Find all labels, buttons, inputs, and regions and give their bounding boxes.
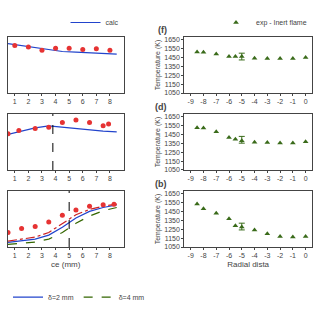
svg-text:8: 8 [108, 98, 112, 105]
svg-text:4: 4 [54, 252, 58, 259]
svg-text:1350: 1350 [164, 217, 180, 224]
svg-text:1650: 1650 [164, 190, 180, 197]
svg-text:-4: -4 [251, 98, 257, 105]
svg-text:1250: 1250 [164, 226, 180, 233]
svg-text:calc: calc [106, 19, 119, 26]
svg-text:4: 4 [54, 98, 58, 105]
svg-text:1250: 1250 [164, 149, 180, 156]
svg-text:1: 1 [13, 252, 17, 259]
svg-text:8: 8 [108, 175, 112, 182]
svg-text:6: 6 [81, 252, 85, 259]
svg-text:7: 7 [94, 175, 98, 182]
svg-text:1150: 1150 [165, 81, 180, 88]
svg-text:1650: 1650 [164, 113, 180, 120]
svg-text:-5: -5 [239, 98, 245, 105]
svg-text:1450: 1450 [164, 131, 180, 138]
svg-text:1350: 1350 [164, 140, 180, 147]
svg-text:-2: -2 [277, 252, 283, 259]
svg-text:1: 1 [13, 98, 17, 105]
svg-text:7: 7 [94, 98, 98, 105]
svg-text:6: 6 [81, 98, 85, 105]
svg-text:-9: -9 [188, 175, 194, 182]
svg-text:-3: -3 [264, 98, 270, 105]
svg-text:-6: -6 [226, 175, 232, 182]
svg-text:1250: 1250 [164, 72, 180, 79]
svg-text:-2: -2 [277, 175, 283, 182]
svg-text:2: 2 [26, 98, 30, 105]
svg-text:3: 3 [40, 98, 44, 105]
svg-text:1: 1 [13, 175, 17, 182]
svg-text:-5: -5 [239, 252, 245, 259]
svg-text:-5: -5 [239, 175, 245, 182]
svg-text:-7: -7 [213, 175, 219, 182]
svg-text:-3: -3 [264, 175, 270, 182]
svg-text:1350: 1350 [164, 63, 180, 70]
svg-text:-2: -2 [277, 98, 283, 105]
svg-text:1550: 1550 [164, 122, 180, 129]
svg-text:Temperature (K): Temperature (K) [154, 194, 162, 245]
svg-text:4: 4 [54, 175, 58, 182]
svg-text:(d): (d) [155, 102, 167, 112]
svg-text:(f): (f) [158, 25, 167, 35]
svg-text:2: 2 [26, 252, 30, 259]
svg-text:-3: -3 [264, 252, 270, 259]
svg-text:δ=2 mm: δ=2 mm [48, 294, 74, 301]
svg-text:3: 3 [40, 175, 44, 182]
svg-text:-1: -1 [290, 98, 296, 105]
svg-text:Radial dista: Radial dista [227, 260, 269, 269]
svg-text:1450: 1450 [164, 208, 180, 215]
svg-text:5: 5 [67, 98, 71, 105]
svg-text:0: 0 [304, 252, 308, 259]
svg-text:(b): (b) [155, 179, 167, 189]
svg-text:1650: 1650 [164, 36, 180, 43]
svg-text:7: 7 [94, 252, 98, 259]
svg-text:1550: 1550 [164, 45, 180, 52]
svg-text:ce (mm): ce (mm) [51, 260, 81, 269]
svg-text:Temperature (K): Temperature (K) [154, 40, 162, 91]
svg-text:-8: -8 [200, 252, 206, 259]
svg-text:3: 3 [40, 252, 44, 259]
svg-text:exp - Inert flame: exp - Inert flame [256, 19, 307, 27]
svg-text:-6: -6 [226, 98, 232, 105]
svg-text:8: 8 [108, 252, 112, 259]
svg-text:-6: -6 [226, 252, 232, 259]
svg-text:1050: 1050 [164, 243, 180, 250]
svg-text:0: 0 [304, 98, 308, 105]
svg-text:5: 5 [67, 252, 71, 259]
svg-text:5: 5 [67, 175, 71, 182]
svg-text:δ=4 mm: δ=4 mm [119, 294, 145, 301]
svg-text:-8: -8 [200, 175, 206, 182]
svg-text:-4: -4 [251, 252, 257, 259]
svg-text:1450: 1450 [164, 54, 180, 61]
svg-text:1150: 1150 [165, 158, 180, 165]
svg-text:1150: 1150 [165, 235, 180, 242]
svg-text:6: 6 [81, 175, 85, 182]
svg-text:-7: -7 [213, 252, 219, 259]
svg-text:-4: -4 [251, 175, 257, 182]
svg-text:-8: -8 [200, 98, 206, 105]
svg-text:1550: 1550 [164, 199, 180, 206]
svg-text:1050: 1050 [164, 89, 180, 96]
svg-text:Temperature (K): Temperature (K) [154, 117, 162, 168]
svg-text:-9: -9 [188, 98, 194, 105]
svg-text:0: 0 [304, 175, 308, 182]
svg-text:1050: 1050 [164, 166, 180, 173]
svg-text:-7: -7 [213, 98, 219, 105]
svg-text:-1: -1 [290, 252, 296, 259]
svg-text:2: 2 [26, 175, 30, 182]
svg-text:-9: -9 [188, 252, 194, 259]
svg-text:-1: -1 [290, 175, 296, 182]
